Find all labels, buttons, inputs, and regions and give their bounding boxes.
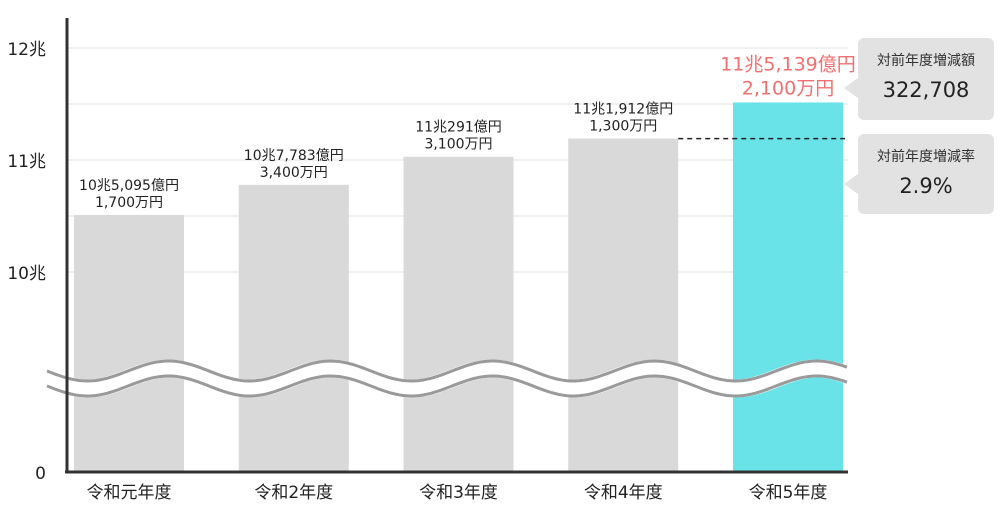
x-tick-label: 令和2年度 <box>254 483 333 503</box>
bar <box>74 214 184 473</box>
axis-break-line <box>46 359 848 383</box>
data-label: 10兆5,095億円 <box>79 178 179 194</box>
change-amount-title: 対前年度増減額 <box>877 53 975 69</box>
y-tick-label: 0 <box>35 464 46 484</box>
bar <box>238 184 349 472</box>
data-label: 11兆5,139億円 <box>720 53 856 75</box>
data-label: 10兆7,783億円 <box>244 148 344 164</box>
x-tick-label: 令和元年度 <box>87 483 172 503</box>
data-label: 3,400万円 <box>260 165 328 181</box>
data-label: 11兆291億円 <box>415 120 502 136</box>
change-amount-callout: 対前年度増減額 322,708 <box>844 38 994 120</box>
change-rate-callout: 対前年度増減率 2.9% <box>844 134 994 214</box>
data-label: 11兆1,912億円 <box>573 102 673 118</box>
bar <box>403 156 514 472</box>
axis-break-line <box>46 374 848 398</box>
x-tick-label: 令和4年度 <box>584 483 663 503</box>
bar <box>733 102 843 472</box>
axis-break-band <box>43 359 850 398</box>
change-rate-title: 対前年度増減率 <box>877 149 975 165</box>
change-amount-value: 322,708 <box>882 78 970 102</box>
x-tick-label: 令和3年度 <box>419 483 498 503</box>
bar <box>568 138 679 472</box>
y-tick-label: 11兆 <box>7 152 46 172</box>
y-tick-label: 10兆 <box>7 264 46 284</box>
data-label: 1,700万円 <box>95 195 163 211</box>
data-label: 2,100万円 <box>742 77 834 99</box>
x-tick-label: 令和5年度 <box>749 483 828 503</box>
y-tick-label: 12兆 <box>7 40 46 60</box>
data-label: 3,100万円 <box>424 137 492 153</box>
data-label: 1,300万円 <box>589 119 657 135</box>
change-rate-value: 2.9% <box>899 174 953 198</box>
